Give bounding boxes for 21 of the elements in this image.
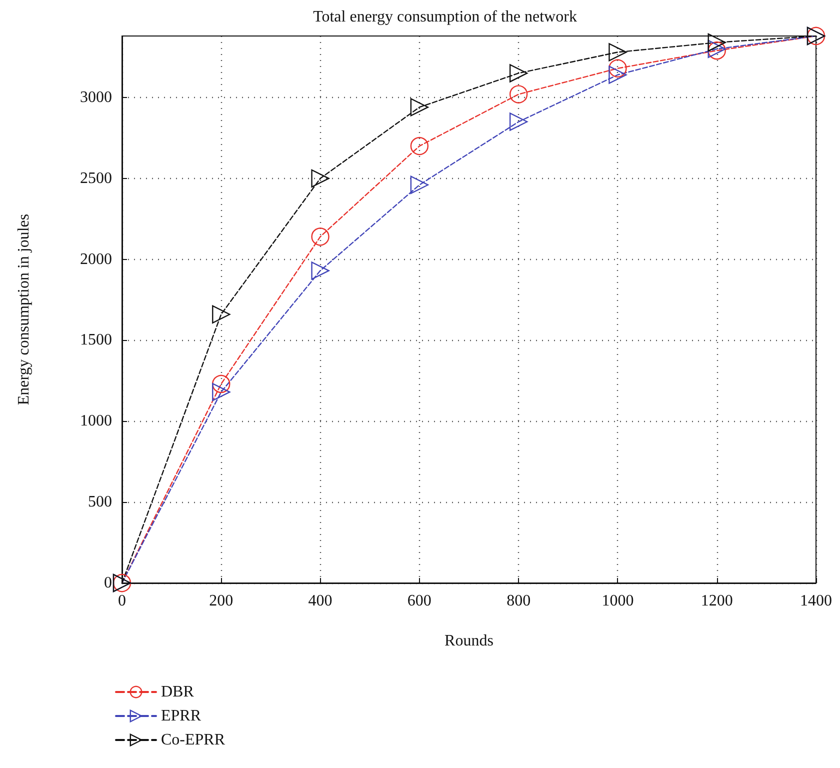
y-tick-label: 3000 — [80, 88, 112, 106]
y-tick-label: 2500 — [80, 170, 112, 187]
x-tick-label: 800 — [506, 592, 531, 610]
legend-label: DBR — [161, 684, 194, 700]
x-tick-label: 600 — [407, 592, 432, 610]
legend-label: Co-EPRR — [161, 732, 226, 748]
y-tick-label: 2000 — [80, 250, 112, 268]
x-tick-label: 400 — [308, 592, 332, 610]
y-axis-title: Energy consumption in joules — [16, 214, 32, 406]
x-axis-title: Rounds — [444, 632, 494, 650]
y-tick-label: 1500 — [80, 332, 112, 349]
legend-label: EPRR — [161, 708, 202, 724]
y-tick-label: 500 — [88, 494, 112, 511]
x-tick-label: 1200 — [700, 592, 733, 610]
x-tick-label: 1400 — [800, 592, 832, 610]
x-tick-label: 0 — [118, 592, 126, 610]
y-tick-label: 0 — [104, 574, 112, 592]
y-tick-label: 1000 — [80, 412, 112, 430]
x-tick-label: 200 — [209, 592, 234, 610]
x-tick-label: 1000 — [602, 592, 634, 610]
chart-title: Total energy consumption of the network — [313, 8, 577, 26]
